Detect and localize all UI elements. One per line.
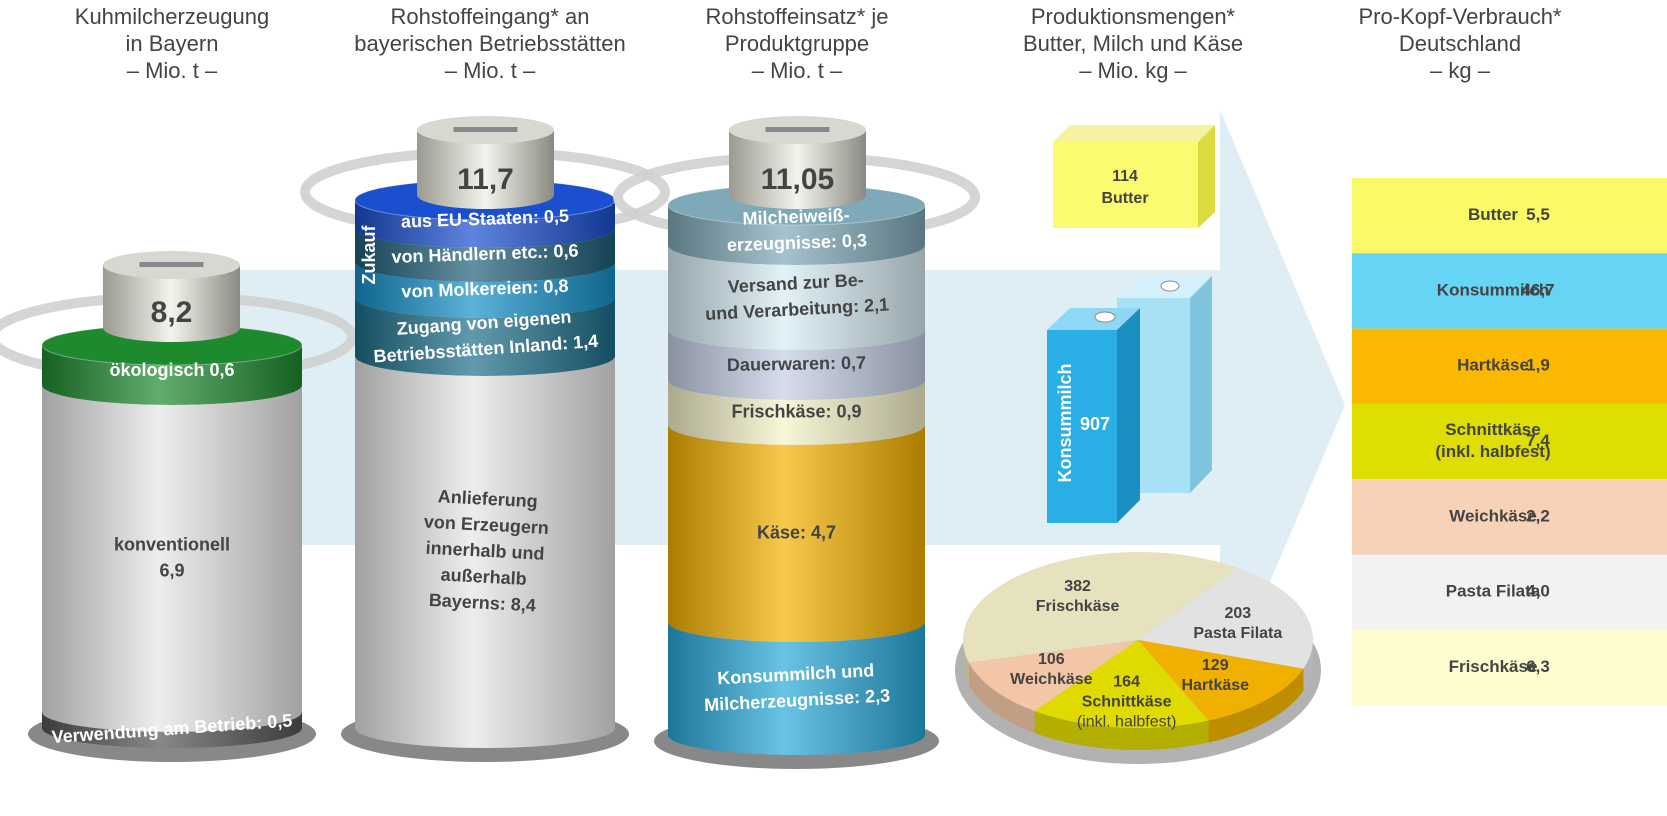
lid xyxy=(729,130,866,209)
label: 11,7 xyxy=(457,163,514,196)
label: Konsummilch xyxy=(1055,363,1075,482)
label: 114 xyxy=(1112,168,1138,185)
label: Frischkäse: 0,9 xyxy=(731,401,861,421)
shading xyxy=(355,200,615,748)
slot xyxy=(453,127,518,132)
header: Rohstoffeingang* an xyxy=(391,4,590,29)
row-value: 1,9 xyxy=(1526,356,1550,375)
label: erzeugnisse: 0,3 xyxy=(727,230,868,255)
label: Milcheiweiß- xyxy=(742,205,850,229)
label: Butter xyxy=(1101,190,1148,207)
table-row xyxy=(1352,629,1667,706)
row-value: 46,7 xyxy=(1521,280,1554,299)
label: 11,05 xyxy=(761,163,834,196)
box-top xyxy=(1053,125,1215,142)
header: Pro-Kopf-Verbrauch* xyxy=(1359,4,1562,29)
label: Pasta Filata xyxy=(1446,582,1541,601)
label: Dauerwaren: 0,7 xyxy=(727,353,866,375)
slice-value: 382 xyxy=(1064,578,1091,595)
header: – Mio. t – xyxy=(445,58,536,83)
label: Weichkäse xyxy=(1449,506,1537,525)
pie-slice xyxy=(1138,567,1314,669)
slice-name: Weichkäse xyxy=(1010,671,1093,688)
label: Hartkäse xyxy=(1457,356,1529,375)
row-value: 7,4 xyxy=(1526,431,1550,450)
label: Zukauf xyxy=(359,225,379,285)
pie-slice xyxy=(1034,640,1209,728)
table-row xyxy=(1352,403,1667,480)
label: Käse: 4,7 xyxy=(757,522,836,542)
slice-value: 129 xyxy=(1202,657,1229,674)
carton-side xyxy=(1117,308,1140,523)
label: 6,9 xyxy=(159,560,184,580)
carton xyxy=(1047,330,1117,523)
label: (inkl. halbfest) xyxy=(1435,442,1550,461)
slice-note: (inkl. halbfest) xyxy=(1077,714,1177,731)
header: Produktgruppe xyxy=(725,31,869,56)
table-row xyxy=(1352,253,1667,329)
label: konventionell xyxy=(114,534,230,554)
carton-side xyxy=(1190,276,1212,493)
shading xyxy=(668,205,925,755)
cap xyxy=(1160,280,1180,292)
slice-name: Pasta Filata xyxy=(1193,625,1282,642)
slice-value: 106 xyxy=(1038,651,1065,668)
row-value: 4,0 xyxy=(1526,582,1550,601)
lid xyxy=(103,265,240,342)
pie-side xyxy=(1034,710,1209,751)
row-value: 5,5 xyxy=(1526,205,1550,224)
header: Butter, Milch und Käse xyxy=(1023,31,1243,56)
pie-side xyxy=(1208,668,1304,743)
table-row xyxy=(1352,178,1667,254)
slice-value: 164 xyxy=(1113,674,1140,691)
slice-value: 203 xyxy=(1224,605,1251,622)
label: Konsummilch xyxy=(1437,280,1549,299)
pie-slice xyxy=(1138,640,1304,721)
header: in Bayern xyxy=(126,31,219,56)
label: Frischkäse xyxy=(1449,657,1538,676)
header: – Mio. kg – xyxy=(1079,58,1187,83)
header: – Mio. t – xyxy=(127,58,218,83)
header: Produktionsmengen* xyxy=(1031,4,1236,29)
label: 8,2 xyxy=(151,296,193,329)
cap xyxy=(1094,311,1116,323)
header: Kuhmilcherzeugung xyxy=(75,4,269,29)
header: Deutschland xyxy=(1399,31,1521,56)
carton-top xyxy=(1047,308,1140,330)
pie-side xyxy=(968,662,1035,733)
slot xyxy=(139,262,204,267)
table-row xyxy=(1352,479,1667,555)
header: bayerischen Betriebsstätten xyxy=(354,31,626,56)
pie-side xyxy=(963,640,969,685)
header: Rohstoffeinsatz* je xyxy=(705,4,888,29)
box-side xyxy=(1198,125,1215,228)
slot xyxy=(765,127,830,132)
slice-name: Hartkäse xyxy=(1181,677,1249,694)
slice-name: Frischkäse xyxy=(1036,598,1120,615)
shading xyxy=(42,345,302,748)
row-value: 2,2 xyxy=(1526,506,1550,525)
table-row xyxy=(1352,328,1667,404)
lid xyxy=(417,130,554,209)
pie-slice xyxy=(968,640,1138,711)
header: – Mio. t – xyxy=(752,58,843,83)
label: ökologisch 0,6 xyxy=(109,360,234,380)
row-value: 6,3 xyxy=(1526,657,1550,676)
slice-name: Schnittkäse xyxy=(1082,694,1172,711)
label: Schnittkäse xyxy=(1445,420,1540,439)
box-front xyxy=(1053,142,1198,228)
label: 907 xyxy=(1080,414,1110,434)
pie-side xyxy=(1303,640,1313,691)
pie-slice xyxy=(962,551,1238,663)
header: – kg – xyxy=(1430,58,1491,83)
label: Butter xyxy=(1468,205,1518,224)
label: außerhalb xyxy=(440,564,527,588)
table-row xyxy=(1352,554,1667,630)
